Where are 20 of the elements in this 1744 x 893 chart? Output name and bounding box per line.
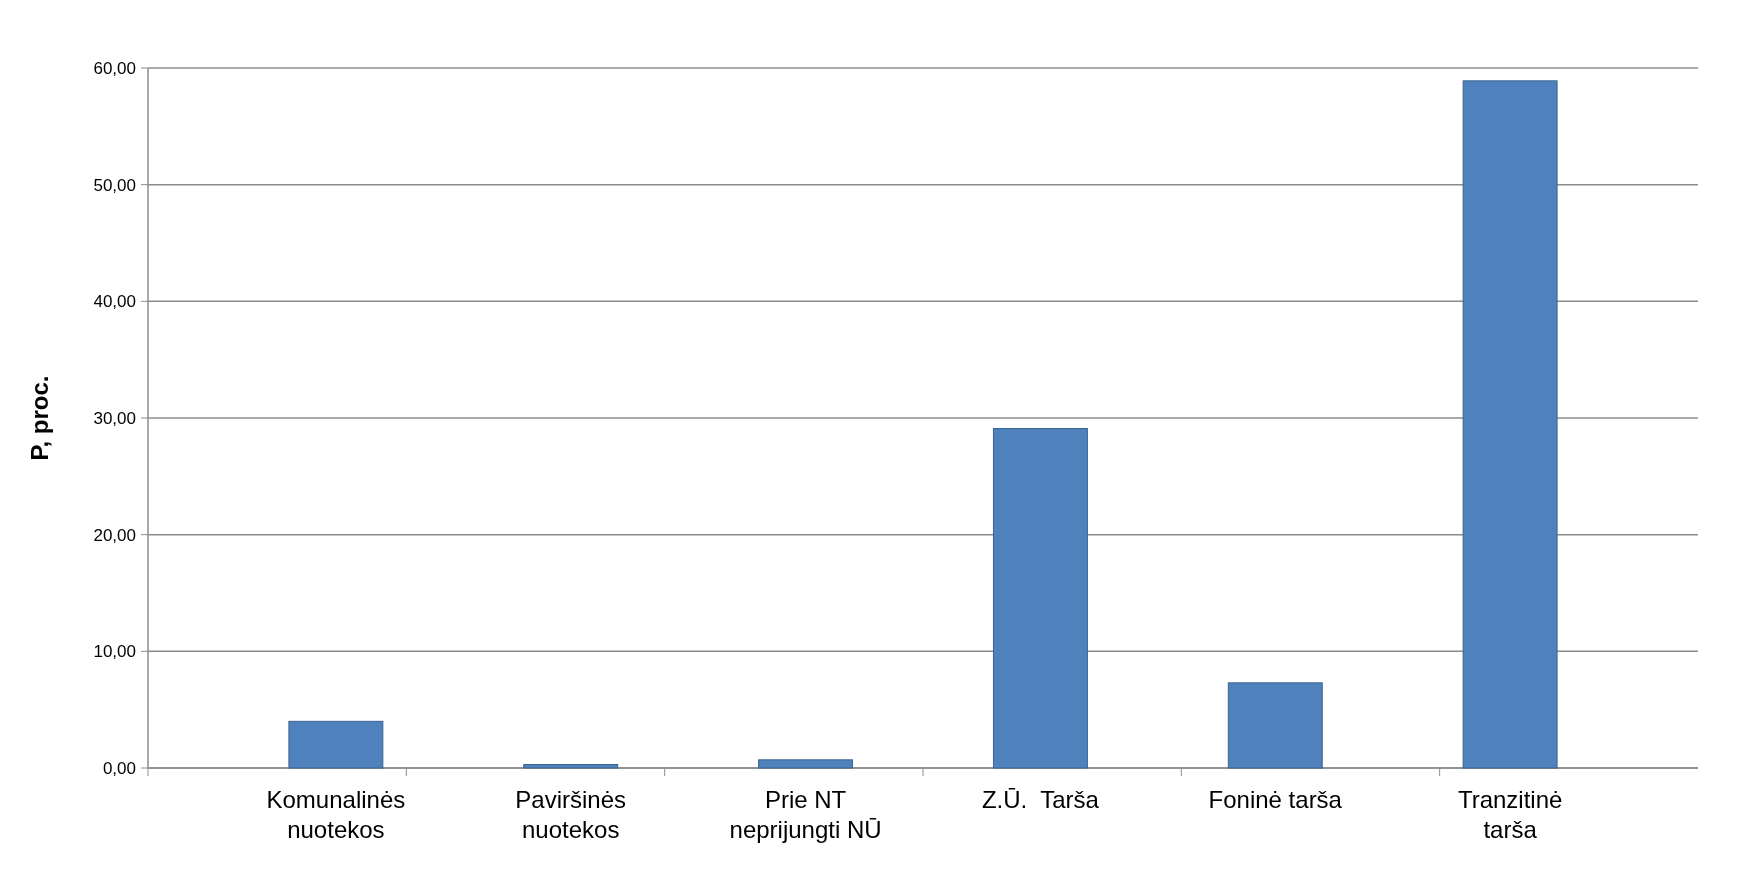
y-tick-label: 60,00	[93, 58, 136, 78]
y-tick-label: 0,00	[102, 758, 136, 778]
x-tick-label: Foninė tarša	[1208, 786, 1343, 813]
x-tick-label: Z.Ū. Tarša	[981, 786, 1100, 813]
y-tick-label: 20,00	[93, 525, 136, 545]
x-tick-label: Komunalinės nuotekos	[266, 786, 406, 843]
bar	[288, 720, 384, 769]
x-tick-label: Paviršinės nuotekos	[515, 786, 627, 843]
y-tick-label: 30,00	[93, 408, 136, 428]
x-tick-label: Tranzitinė tarša	[1457, 786, 1563, 843]
y-tick-label: 40,00	[93, 292, 136, 312]
bar	[992, 428, 1088, 769]
bar	[523, 764, 619, 769]
y-axis-title: P, proc.	[26, 375, 53, 461]
y-tick-label: 10,00	[93, 642, 136, 662]
bar	[1227, 682, 1323, 769]
bar	[758, 759, 854, 769]
x-tick-label: Prie NT neprijungti NŪ	[729, 786, 882, 843]
bar	[1462, 80, 1558, 769]
y-tick-label: 50,00	[93, 175, 136, 195]
